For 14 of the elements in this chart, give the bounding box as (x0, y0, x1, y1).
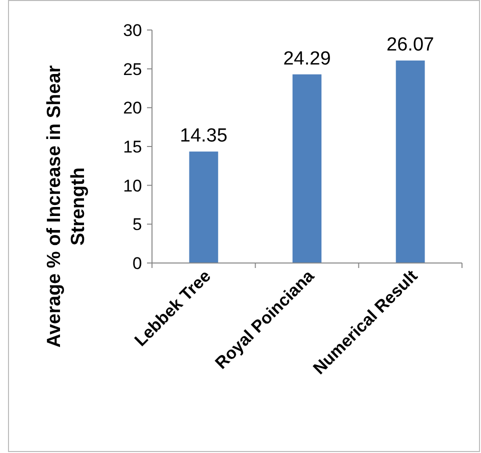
y-tick-label: 5 (132, 215, 142, 234)
y-tick-label: 0 (132, 254, 142, 273)
data-label: 14.35 (180, 126, 228, 147)
bar (396, 60, 425, 263)
bar (292, 74, 322, 263)
data-label: 24.29 (283, 48, 331, 70)
bar (189, 152, 218, 263)
y-tick-label: 25 (123, 60, 142, 79)
y-tick-label: 20 (123, 98, 142, 118)
y-axis-title: Average % of Increase in Shear Strength (44, 64, 89, 348)
y-tick-label: 15 (123, 137, 142, 156)
data-label: 26.07 (386, 34, 434, 56)
y-tick-label: 10 (123, 176, 142, 196)
y-tick-label: 30 (123, 20, 142, 40)
